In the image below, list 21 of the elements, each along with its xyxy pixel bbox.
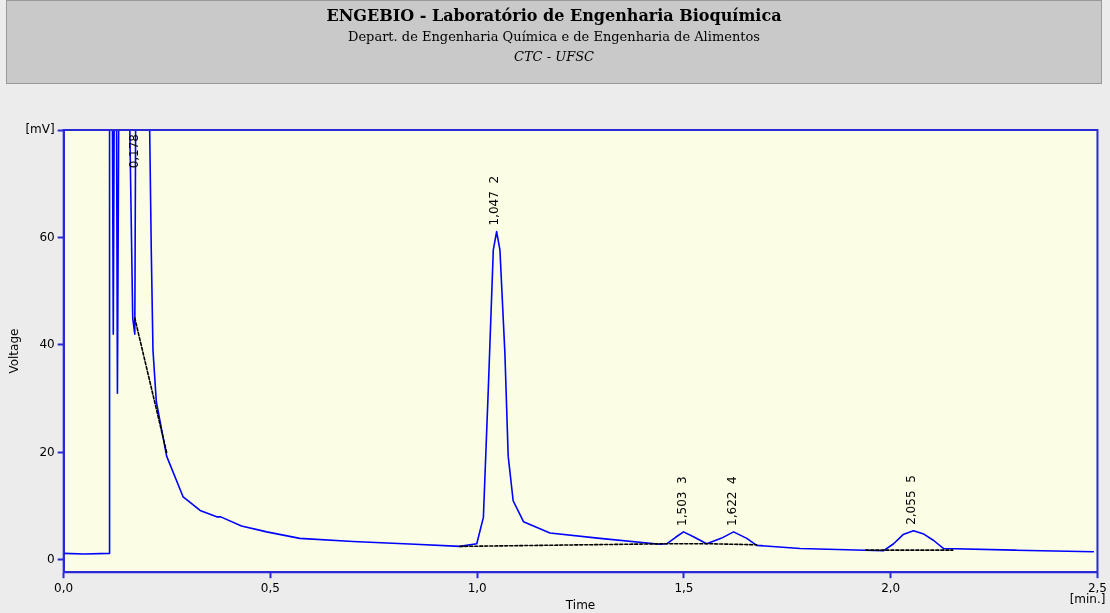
annotation: 1,047 2 [486, 175, 501, 226]
x-axis-title: Time [564, 597, 596, 612]
x-tick-label: 0,5 [260, 580, 280, 595]
x-tick-label: 2,0 [881, 580, 901, 595]
chart-subtitle: Depart. de Engenharia Química e de Engenharia de Alimentos CTC - UFSC [346, 28, 762, 66]
text: [min.] [1069, 592, 1106, 607]
annotation: 1,503 3 [675, 476, 690, 526]
x-tick-label: 2,5 [1087, 580, 1107, 595]
y-axis-title: Voltage [7, 328, 22, 374]
annotation: 2,055 5 [903, 475, 918, 525]
x-tick-label: 1,5 [674, 580, 694, 595]
annotation: 0,178 [127, 133, 142, 169]
y-tick-label: 40 [39, 337, 55, 352]
x-tick-label: 1,0 [467, 580, 487, 595]
x-tick-label: 0,0 [54, 580, 74, 595]
y-tick-label: 60 [39, 229, 55, 244]
y-tick-label: 0 [47, 551, 55, 566]
chart-title: ENGEBIO - Laboratório de Engenharia Bioquímica [325, 5, 783, 27]
annotation: 1,622 4 [724, 476, 739, 526]
y-tick-label: 20 [39, 444, 55, 459]
y-tick-label: [mV] [25, 122, 55, 137]
